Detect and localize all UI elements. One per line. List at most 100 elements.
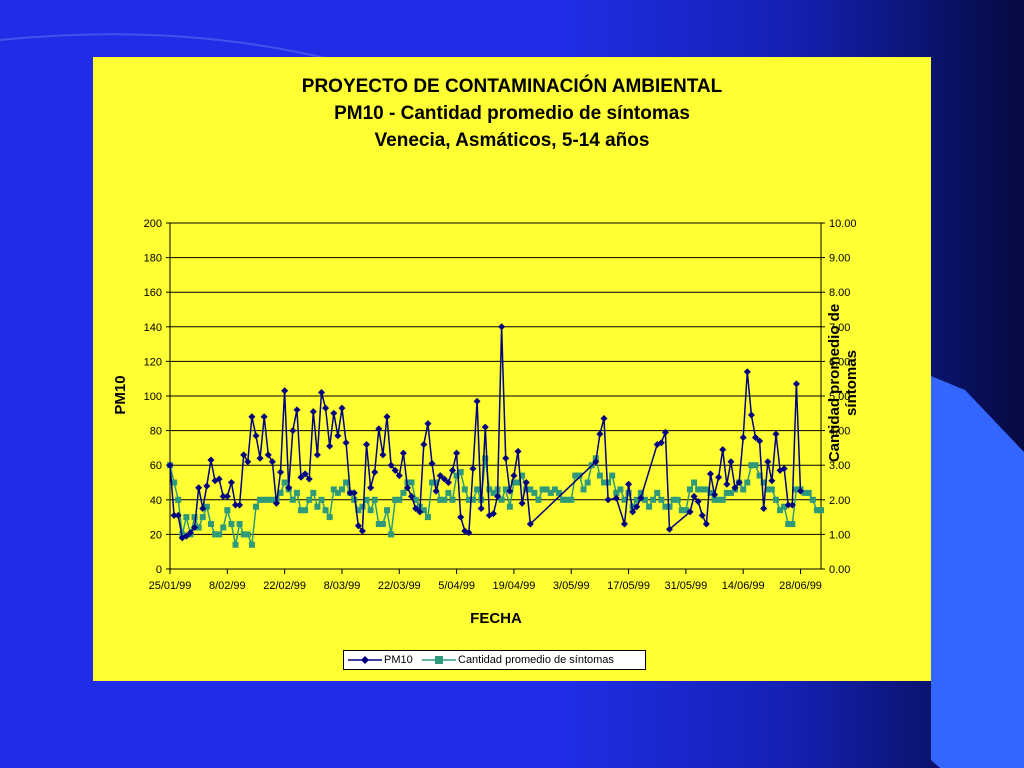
symptoms-point xyxy=(633,496,640,503)
pm10-point xyxy=(354,522,362,530)
symptoms-point xyxy=(564,496,571,503)
symptoms-point xyxy=(302,507,309,514)
symptoms-point xyxy=(420,507,427,514)
pm10-point xyxy=(657,439,665,447)
symptoms-point xyxy=(191,514,198,521)
symptoms-point xyxy=(650,496,657,503)
symptoms-point xyxy=(568,496,575,503)
symptoms-point xyxy=(576,472,583,479)
pm10-point xyxy=(743,368,751,376)
symptoms-point xyxy=(486,486,493,493)
pm10-point xyxy=(723,480,731,488)
symptoms-point xyxy=(707,489,714,496)
symptoms-point xyxy=(326,514,333,521)
symptoms-point xyxy=(334,489,341,496)
symptoms-point xyxy=(199,514,206,521)
pm10-point xyxy=(751,434,759,442)
series-line-pm10 xyxy=(169,326,802,539)
pm10-point xyxy=(182,532,190,540)
symptoms-point xyxy=(506,503,513,510)
pm10-point xyxy=(797,487,805,495)
pm10-point xyxy=(260,413,268,421)
symptoms-point xyxy=(727,489,734,496)
symptoms-point xyxy=(228,521,235,528)
symptoms-point xyxy=(580,486,587,493)
symptoms-point xyxy=(498,496,505,503)
pm10-point xyxy=(436,472,444,480)
pm10-point xyxy=(166,461,174,469)
x-tick-label: 8/02/99 xyxy=(209,580,246,592)
symptoms-point xyxy=(658,496,665,503)
pm10-point xyxy=(526,520,534,528)
x-axis-title: FECHA xyxy=(470,610,522,627)
symptoms-point xyxy=(244,531,251,538)
pm10-point xyxy=(494,492,502,500)
pm10-point xyxy=(788,501,796,509)
pm10-point xyxy=(731,484,739,492)
legend-symptoms-label: Cantidad promedio de síntomas xyxy=(458,654,614,666)
symptoms-point xyxy=(207,521,214,528)
symptoms-point xyxy=(281,479,288,486)
pm10-point xyxy=(285,484,293,492)
pm10-point xyxy=(698,511,706,519)
pm10-point xyxy=(277,468,285,476)
symptoms-point xyxy=(686,486,693,493)
symptoms-point xyxy=(691,479,698,486)
pm10-point xyxy=(760,504,768,512)
pm10-point xyxy=(215,475,223,483)
symptoms-point xyxy=(555,489,562,496)
symptoms-point xyxy=(429,479,436,486)
symptoms-point xyxy=(351,496,358,503)
legend-pm10-marker-icon xyxy=(348,656,382,664)
symptoms-point xyxy=(392,496,399,503)
pm10-point xyxy=(489,510,497,518)
y-tick-label: 120 xyxy=(144,356,162,368)
chart-panel: PROYECTO DE CONTAMINACIÓN AMBIENTAL PM10… xyxy=(93,57,931,681)
pm10-point xyxy=(301,470,309,478)
pm10-point xyxy=(272,499,280,507)
symptoms-point xyxy=(670,496,677,503)
chart-subtitle-line-1: PM10 - Cantidad promedio de síntomas xyxy=(334,103,690,124)
y2-tick-label: 0.00 xyxy=(829,564,850,576)
pm10-point xyxy=(334,432,342,440)
symptoms-point xyxy=(560,496,567,503)
symptoms-point xyxy=(232,541,239,548)
pm10-point xyxy=(367,484,375,492)
symptoms-point xyxy=(216,531,223,538)
symptoms-point xyxy=(605,479,612,486)
symptoms-point xyxy=(175,496,182,503)
legend-symptoms-marker-icon xyxy=(422,656,456,664)
y2-tick-label: 6.00 xyxy=(829,356,850,368)
symptoms-point xyxy=(375,521,382,528)
pm10-point xyxy=(264,451,272,459)
pm10-point xyxy=(186,529,194,537)
symptoms-point xyxy=(715,496,722,503)
pm10-point xyxy=(481,423,489,431)
symptoms-point xyxy=(596,472,603,479)
pm10-point xyxy=(232,501,240,509)
pm10-point xyxy=(358,527,366,535)
pm10-point xyxy=(625,480,633,488)
symptoms-point xyxy=(474,486,481,493)
pm10-point xyxy=(772,430,780,438)
symptoms-point xyxy=(338,486,345,493)
pm10-point xyxy=(457,513,465,521)
symptoms-point xyxy=(384,507,390,514)
accent-shape-right xyxy=(931,376,1024,768)
symptoms-point xyxy=(363,496,370,503)
symptoms-point xyxy=(306,496,313,503)
pm10-point xyxy=(518,499,526,507)
symptoms-point xyxy=(601,479,607,486)
pm10-point xyxy=(465,529,473,537)
y-tick-label: 20 xyxy=(150,529,162,541)
pm10-point xyxy=(444,479,452,486)
pm10-point xyxy=(379,451,387,459)
pm10-point xyxy=(408,492,416,500)
symptoms-point xyxy=(453,472,460,479)
pm10-point xyxy=(428,459,436,467)
symptoms-point xyxy=(212,531,219,538)
symptoms-point xyxy=(535,496,542,503)
symptoms-point xyxy=(572,472,579,479)
pm10-point xyxy=(768,477,776,485)
pm10-point xyxy=(604,496,612,504)
